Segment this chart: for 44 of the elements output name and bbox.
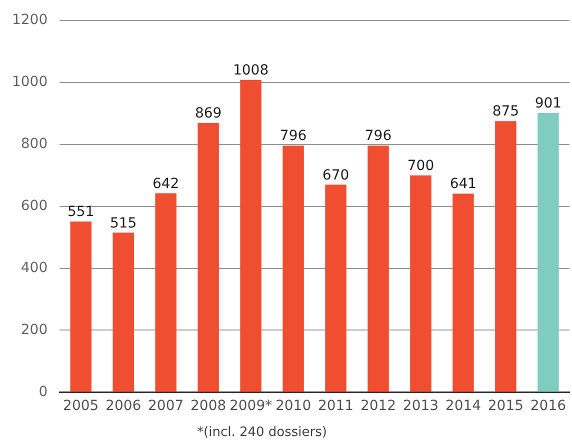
- y-tick-label: 200: [20, 322, 48, 338]
- bar: [495, 121, 516, 392]
- data-label: 641: [450, 176, 477, 192]
- bar: [240, 80, 262, 392]
- bar: [325, 184, 346, 392]
- y-tick-label: 1200: [12, 12, 48, 28]
- x-tick-label: 2013: [402, 398, 439, 414]
- data-label: 875: [492, 104, 520, 120]
- data-label: 670: [322, 167, 350, 184]
- x-tick-label: 2014: [445, 398, 482, 414]
- x-tick-label: 2007: [148, 398, 184, 414]
- data-label: 515: [110, 215, 137, 232]
- bar: [368, 146, 389, 392]
- data-label: 700: [407, 158, 434, 174]
- x-tick-label: 2016: [530, 398, 566, 414]
- y-tick-label: 1000: [12, 74, 48, 90]
- x-tick-label: 2011: [318, 398, 354, 414]
- y-tick-label: 400: [20, 260, 48, 276]
- data-label: 1008: [232, 62, 269, 79]
- x-tick-label: 2006: [106, 398, 142, 414]
- y-tick-label: 800: [20, 136, 48, 152]
- text: *(incl. 240 dossiers): [197, 424, 327, 440]
- bar: [112, 232, 134, 392]
- data-label: 551: [68, 204, 94, 220]
- bar: [410, 175, 432, 392]
- x-tick-label: 2008: [190, 398, 226, 414]
- data-label: 642: [152, 176, 180, 192]
- y-tick-label: 600: [20, 198, 48, 214]
- data-label: 869: [194, 106, 222, 122]
- x-tick-label: 2015: [488, 398, 524, 414]
- y-tick-label: 0: [38, 384, 48, 400]
- data-label: 796: [280, 128, 307, 144]
- x-tick-label: 2009*: [229, 398, 272, 414]
- data-label: 796: [364, 128, 392, 144]
- bar: [198, 122, 219, 392]
- data-label: 901: [534, 96, 562, 112]
- bar: [155, 193, 176, 392]
- x-tick-label: 2012: [360, 398, 396, 414]
- x-tick-label: 2005: [63, 398, 99, 414]
- bar: [538, 113, 559, 392]
- bar: [282, 146, 304, 392]
- x-tick-label: 2010: [275, 398, 312, 414]
- bar: [452, 194, 474, 392]
- bar: [70, 221, 92, 392]
